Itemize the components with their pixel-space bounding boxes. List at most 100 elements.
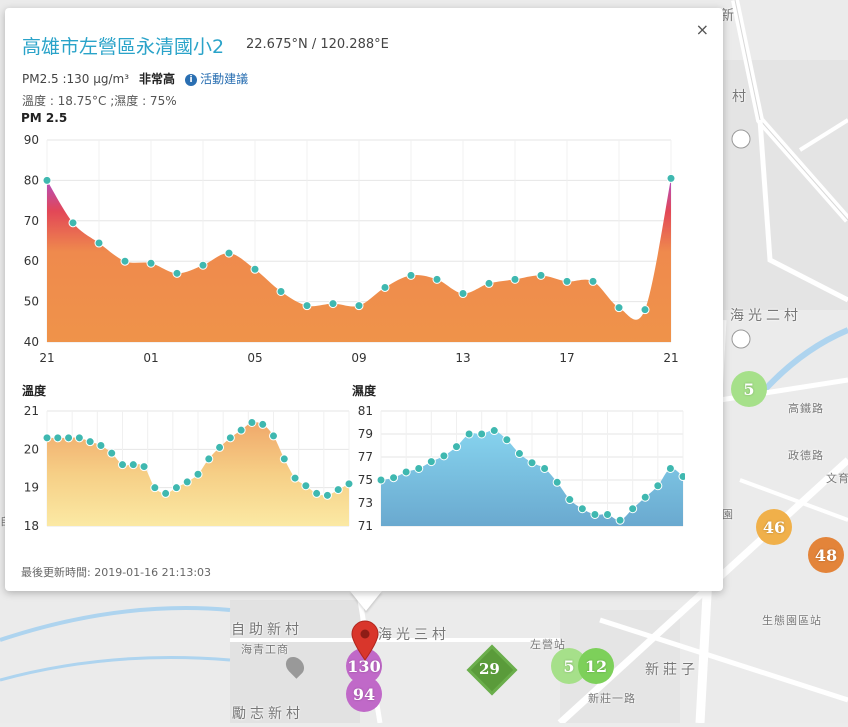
y-tick-label: 18 [24, 519, 39, 533]
y-tick-label: 21 [24, 404, 39, 418]
data-point [198, 260, 208, 270]
data-point [432, 274, 442, 284]
y-tick-label: 40 [24, 335, 39, 349]
data-point [665, 464, 675, 473]
station-marker[interactable]: 5 [731, 371, 767, 407]
data-point [258, 419, 268, 429]
data-point [536, 270, 546, 280]
data-point [439, 451, 449, 461]
data-point [484, 278, 494, 288]
data-point [376, 475, 386, 485]
x-tick-label: 13 [455, 351, 470, 365]
y-tick-label: 20 [24, 442, 39, 456]
data-point [502, 435, 512, 445]
map-label: 新莊一路 [588, 692, 636, 705]
y-tick-label: 90 [24, 133, 39, 147]
data-point [510, 274, 520, 284]
data-point [640, 305, 650, 315]
data-point [666, 173, 676, 183]
data-point [458, 289, 468, 299]
data-point [354, 301, 364, 311]
temperature-chart-title: 溫度 [22, 384, 47, 398]
humidity-chart-title: 濕度 [352, 384, 377, 398]
data-point [302, 301, 312, 311]
humidity-chart: 71 73 75 77 79 81 [358, 404, 685, 533]
y-tick-label: 81 [358, 404, 373, 418]
data-point [85, 437, 95, 447]
data-point [301, 481, 311, 491]
x-tick-label: 21 [39, 351, 54, 365]
data-point [565, 495, 575, 505]
map-label: 勵志新村 [232, 706, 304, 722]
data-point [452, 442, 461, 452]
data-point [120, 256, 130, 266]
map-label: 文育路 [826, 472, 848, 485]
map-label: 自助新村 [231, 622, 303, 638]
y-tick-label: 77 [358, 450, 373, 464]
data-point [603, 510, 612, 519]
y-tick-label: 70 [24, 214, 39, 228]
data-point [193, 469, 203, 479]
data-point [322, 490, 332, 500]
station-popup: × 高雄市左營區永清國小2 22.675°N / 120.288°E PM2.5… [5, 8, 723, 591]
data-point [94, 238, 104, 248]
x-tick-label: 17 [559, 351, 574, 365]
data-point [628, 504, 638, 514]
data-point [68, 218, 78, 228]
data-point [224, 248, 234, 258]
data-point [269, 431, 278, 441]
data-point [389, 473, 399, 483]
x-tick-label: 01 [143, 351, 158, 365]
close-button[interactable]: × [695, 20, 709, 39]
data-point [477, 429, 487, 439]
data-point [333, 485, 343, 495]
data-point [577, 504, 587, 514]
pm-reading-row: PM2.5 :130 μg/m³ 非常高 i 活動建議 [22, 70, 248, 87]
data-point [225, 433, 235, 443]
data-point [552, 477, 562, 487]
y-tick-label: 73 [358, 496, 373, 510]
data-point [64, 433, 74, 443]
station-marker[interactable]: 94 [346, 676, 382, 712]
x-tick-label: 21 [663, 351, 678, 365]
data-point [171, 483, 181, 493]
pm25-chart-title: PM 2.5 [21, 111, 68, 125]
data-point [540, 464, 550, 473]
data-point [464, 429, 474, 439]
station-marker-label: 29 [479, 660, 500, 678]
selected-map-pin-icon[interactable] [350, 620, 380, 662]
temperature-humidity-reading: 溫度 : 18.75°C ;濕度 : 75% [22, 94, 177, 108]
station-marker[interactable]: 12 [578, 648, 614, 684]
data-point [182, 477, 192, 487]
map-label: 政德路 [788, 449, 824, 462]
pm-level-badge: 非常高 [139, 72, 176, 86]
data-point [406, 270, 416, 280]
y-tick-label: 71 [358, 519, 373, 533]
pm25-chart: 40 50 60 70 80 90 21 01 05 09 13 17 21 [24, 133, 679, 365]
map-label: 海光二村 [730, 308, 802, 324]
data-point [401, 467, 411, 477]
activity-advice-link[interactable]: 活動建議 [200, 72, 249, 86]
map-label: 左營站 [530, 638, 566, 651]
data-point [514, 449, 524, 459]
info-circle-icon[interactable]: i [185, 74, 198, 86]
data-point [414, 464, 424, 473]
station-marker[interactable]: 48 [808, 537, 844, 573]
station-marker[interactable]: 46 [756, 509, 792, 545]
data-point [276, 287, 286, 296]
data-point [146, 258, 156, 268]
data-point [250, 264, 260, 274]
data-point [380, 282, 390, 292]
data-point [161, 488, 171, 498]
data-point [328, 299, 338, 309]
map-label: 園 [722, 508, 734, 521]
data-point [527, 458, 537, 468]
data-point [279, 454, 289, 464]
data-point [247, 418, 257, 427]
data-point [215, 442, 225, 452]
popup-pointer [350, 591, 382, 611]
y-tick-label: 80 [24, 173, 39, 187]
y-tick-label: 19 [24, 481, 39, 495]
data-point [118, 460, 127, 470]
data-point [562, 276, 572, 286]
